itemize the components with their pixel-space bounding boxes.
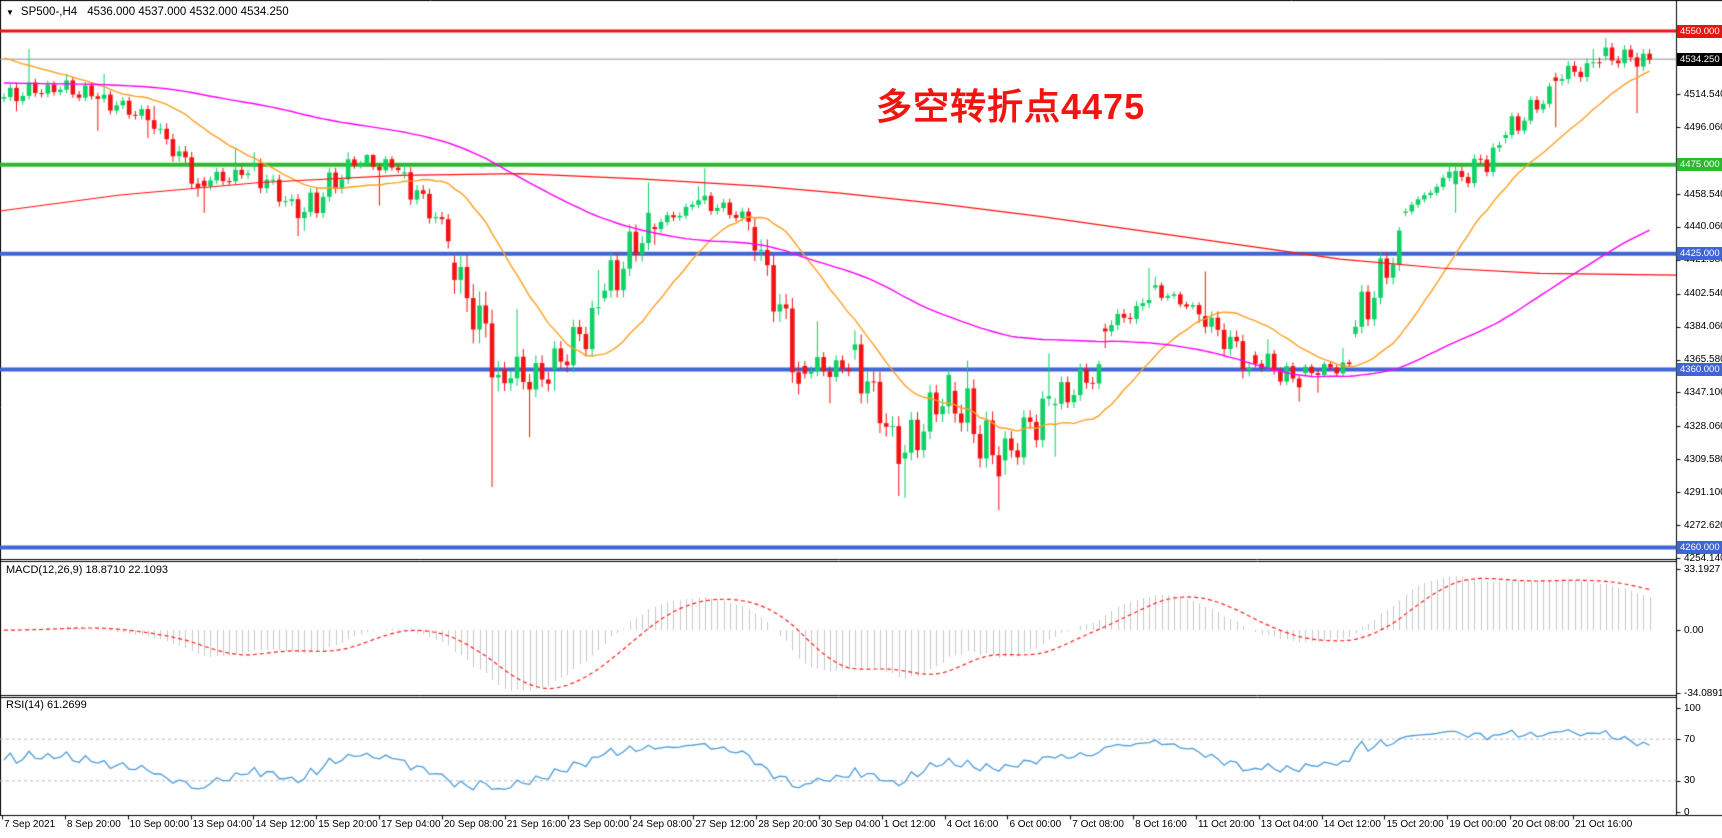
price-level-badge: 4425.000 xyxy=(1677,247,1722,261)
time-axis-label: 24 Sep 08:00 xyxy=(632,819,692,830)
price-level-badge: 4360.000 xyxy=(1677,363,1722,376)
time-axis-label: 8 Oct 16:00 xyxy=(1135,819,1187,830)
macd-axis-label: 0.00 xyxy=(1684,624,1704,636)
price-tick-label: 4496.060 xyxy=(1684,121,1722,133)
time-axis-label: 21 Sep 16:00 xyxy=(506,819,567,830)
time-axis-label: 20 Sep 08:00 xyxy=(443,819,504,830)
price-level-badge: 4260.000 xyxy=(1677,541,1722,555)
price-tick-label: 4347.100 xyxy=(1684,386,1722,398)
price-tick-label: 4365.580 xyxy=(1684,354,1722,366)
price-tick-label: 4309.580 xyxy=(1684,453,1722,465)
rsi-axis-label: 70 xyxy=(1684,733,1696,745)
time-axis-label: 11 Oct 20:00 xyxy=(1197,819,1255,830)
rsi-axis-label: 30 xyxy=(1684,775,1696,787)
time-axis-label: 20 Oct 08:00 xyxy=(1512,819,1570,830)
chart-title-bar: ▼ SP500-,H4 4536.000 4537.000 4532.000 4… xyxy=(6,4,289,20)
time-axis-label: 13 Oct 04:00 xyxy=(1260,819,1319,830)
time-axis-label: 21 Oct 16:00 xyxy=(1575,819,1633,830)
price-tick-label: 4514.540 xyxy=(1684,88,1722,100)
current-price-badge: 4534.250 xyxy=(1677,52,1722,66)
time-axis-label: 7 Oct 08:00 xyxy=(1072,819,1124,830)
time-axis-label: 27 Sep 12:00 xyxy=(695,819,755,830)
time-axis-label: 14 Sep 12:00 xyxy=(255,819,315,830)
time-axis-label: 8 Sep 20:00 xyxy=(66,819,121,830)
macd-indicator-label: MACD(12,26,9) 18.8710 22.1093 xyxy=(6,564,169,576)
price-tick-label: 4384.060 xyxy=(1684,321,1722,333)
time-axis-label: 14 Oct 12:00 xyxy=(1323,819,1381,830)
rsi-axis-label: 100 xyxy=(1684,702,1701,714)
time-axis-label: 6 Oct 00:00 xyxy=(1009,819,1062,830)
price-tick-label: 4328.060 xyxy=(1684,420,1722,432)
time-axis-label: 23 Sep 00:00 xyxy=(569,819,630,830)
ohlc-values: 4536.000 4537.000 4532.000 4534.250 xyxy=(87,6,289,18)
time-axis-label: 30 Sep 04:00 xyxy=(820,819,881,830)
rsi-axis-label: 0 xyxy=(1684,806,1690,818)
symbol-dropdown-icon[interactable]: ▼ xyxy=(6,7,14,17)
price-level-badge: 4475.000 xyxy=(1677,158,1722,172)
time-axis-label: 13 Sep 04:00 xyxy=(192,819,253,830)
price-level-badge: 4550.000 xyxy=(1677,24,1722,38)
time-axis-label: 4 Oct 16:00 xyxy=(946,819,999,830)
time-axis-label: 10 Sep 00:00 xyxy=(129,819,190,830)
time-axis-label: 19 Oct 00:00 xyxy=(1449,819,1507,830)
time-axis-label: 17 Sep 04:00 xyxy=(381,819,441,830)
price-tick-label: 4291.100 xyxy=(1684,486,1722,498)
rsi-indicator-label: RSI(14) 61.2699 xyxy=(6,699,87,711)
time-axis-label: 1 Oct 12:00 xyxy=(883,819,936,830)
time-axis-label: 7 Sep 2021 xyxy=(4,819,56,830)
macd-axis-label: -34.0891 xyxy=(1684,687,1722,699)
time-axis-label: 15 Oct 20:00 xyxy=(1386,819,1444,830)
annotation-text: 多空转折点4475 xyxy=(876,86,1146,127)
macd-axis-label: 33.1927 xyxy=(1684,563,1721,575)
price-tick-label: 4254.140 xyxy=(1684,552,1722,564)
time-axis-label: 28 Sep 20:00 xyxy=(758,819,818,830)
time-axis-label: 15 Sep 20:00 xyxy=(318,819,378,830)
price-tick-label: 4272.620 xyxy=(1684,519,1722,531)
price-tick-label: 4440.060 xyxy=(1684,221,1722,233)
symbol-timeframe-label: SP500-,H4 xyxy=(20,6,78,18)
price-tick-label: 4402.540 xyxy=(1684,288,1722,300)
price-tick-label: 4458.540 xyxy=(1684,188,1722,200)
